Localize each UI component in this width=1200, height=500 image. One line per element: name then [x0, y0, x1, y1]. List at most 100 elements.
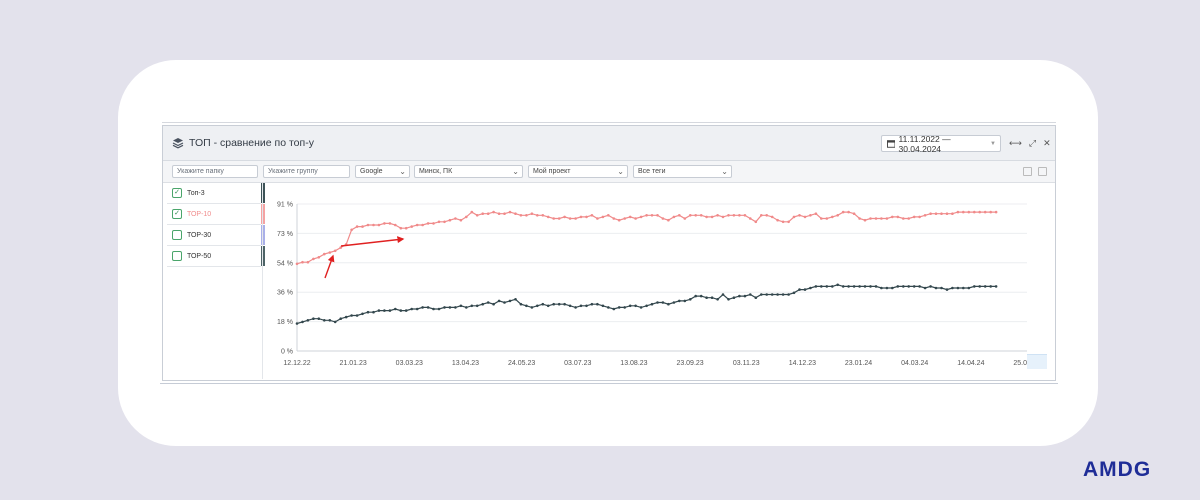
data-point — [421, 306, 424, 309]
data-point — [475, 304, 479, 308]
checkbox[interactable] — [172, 251, 182, 261]
data-point — [623, 306, 626, 309]
data-point — [514, 212, 517, 215]
data-point — [377, 309, 381, 312]
data-point — [929, 285, 932, 288]
data-point — [525, 304, 528, 308]
data-point — [814, 285, 818, 288]
data-point — [994, 285, 998, 288]
data-point — [672, 301, 676, 304]
data-point — [656, 301, 659, 304]
data-point — [377, 223, 381, 227]
data-point — [836, 283, 839, 287]
data-point — [967, 210, 971, 214]
data-point — [683, 299, 687, 303]
data-point — [962, 210, 965, 214]
hide-icon[interactable] — [1038, 167, 1047, 176]
data-point — [689, 214, 692, 217]
data-point — [486, 212, 490, 215]
data-point — [503, 212, 506, 215]
legend-item-top10[interactable]: ✓ ТОР-10 — [167, 204, 265, 225]
project-select[interactable]: Мой проект ⌄ — [528, 165, 628, 178]
data-point — [432, 222, 435, 225]
data-point — [869, 285, 872, 288]
data-point — [863, 285, 867, 288]
data-point — [645, 214, 648, 217]
export-icon[interactable] — [1023, 167, 1032, 176]
data-point — [394, 307, 397, 311]
data-point — [317, 256, 321, 259]
data-point — [945, 288, 949, 291]
data-point — [776, 293, 779, 296]
legend-divider — [262, 183, 263, 379]
patch-input[interactable]: Укажите папку — [172, 165, 258, 178]
data-point — [863, 218, 867, 222]
data-point — [596, 217, 599, 220]
group-input[interactable]: Укажите группу — [263, 165, 350, 178]
data-point — [694, 294, 697, 298]
data-point — [973, 285, 976, 288]
series-legend: ✓ Топ-3 ✓ ТОР-10 ТОР-30 ТОР-50 — [167, 183, 265, 267]
data-point — [683, 217, 687, 220]
data-point — [486, 301, 490, 304]
data-point — [328, 319, 332, 322]
series-color-bar — [261, 183, 265, 203]
data-point — [426, 222, 430, 225]
engine-select[interactable]: Google ⌄ — [355, 165, 410, 178]
checkbox[interactable]: ✓ — [172, 188, 182, 198]
data-point — [557, 217, 561, 220]
data-point — [645, 304, 648, 308]
data-point — [934, 286, 938, 290]
data-point — [896, 285, 900, 288]
data-point — [967, 286, 971, 290]
x-tick-label: 03.11.23 — [733, 360, 760, 367]
chevron-down-icon: ⌄ — [721, 167, 728, 176]
data-point — [470, 304, 474, 308]
tags-select[interactable]: Все теги ⌄ — [633, 165, 732, 178]
close-icon[interactable]: ✕ — [1043, 138, 1051, 148]
data-point — [874, 285, 878, 288]
data-point — [754, 296, 758, 299]
data-point — [552, 217, 555, 220]
filter-tools — [1023, 167, 1047, 176]
y-tick-label: 73 % — [277, 231, 293, 238]
resize-icon[interactable]: ⟷ — [1009, 138, 1022, 148]
data-point — [404, 226, 408, 230]
data-point — [956, 210, 960, 214]
x-tick-label: 23.01.24 — [845, 360, 872, 367]
legend-item-top3[interactable]: ✓ Топ-3 — [167, 183, 265, 204]
series-line — [296, 211, 997, 265]
data-point — [989, 285, 992, 288]
data-point — [328, 251, 332, 254]
data-point — [323, 319, 326, 322]
annotation-arrow — [324, 254, 335, 279]
data-point — [902, 217, 905, 220]
data-point — [983, 210, 987, 214]
data-point — [628, 215, 632, 219]
data-point — [366, 223, 370, 227]
x-tick-label: 13.08.23 — [620, 360, 647, 367]
data-point — [301, 260, 304, 264]
data-point — [770, 293, 774, 296]
y-tick-label: 91 % — [277, 202, 293, 209]
data-point — [481, 212, 484, 215]
checkbox[interactable]: ✓ — [172, 209, 182, 219]
data-point — [317, 317, 321, 320]
tags-value: Все теги — [638, 168, 666, 175]
region-select[interactable]: Минск, ПК ⌄ — [414, 165, 523, 178]
data-point — [470, 210, 474, 214]
data-point — [787, 220, 790, 224]
legend-item-top50[interactable]: ТОР-50 — [167, 246, 265, 267]
data-point — [940, 212, 943, 215]
calendar-icon — [887, 140, 896, 148]
expand-icon[interactable]: ⤢ — [1028, 138, 1037, 148]
checkbox[interactable] — [172, 230, 182, 240]
data-point — [749, 217, 752, 220]
date-range-picker[interactable]: 11.11.2022 — 30.04.2024 ▼ — [881, 134, 1001, 154]
data-point — [792, 215, 796, 219]
data-point — [678, 214, 681, 217]
data-point — [765, 293, 768, 296]
legend-item-top30[interactable]: ТОР-30 — [167, 225, 265, 246]
data-point — [546, 215, 550, 219]
data-point — [448, 306, 452, 309]
